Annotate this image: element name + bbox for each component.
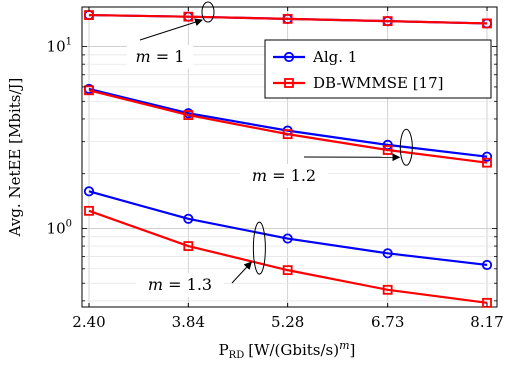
x-tick-label: 2.40 [72,313,105,331]
y-tick-label: 100 [47,218,72,237]
annotation-label: m = 1 [136,47,185,66]
x-tick-label: 8.17 [470,313,503,331]
legend-label: Alg. 1 [312,48,357,66]
x-axis-label-main: P [219,341,229,359]
x-axis-label-rest: [W/(Gbits/s) [248,341,339,359]
annotation-0: m = 1 [127,2,214,69]
annotation-arrow [140,20,202,40]
x-tick-label: 3.84 [172,313,205,331]
x-axis-label: PRD[W/(Gbits/s)m] [219,339,356,361]
x-axis-label-close: ] [350,341,356,359]
annotation-oval [202,2,214,22]
x-tick-label: 5.28 [271,313,304,331]
legend-label: DB-WMMSE [17] [313,74,444,92]
legend: Alg. 1 DB-WMMSE [17] [265,40,491,98]
annotation-arrow [232,262,251,283]
annotation-oval [253,222,265,274]
x-axis-label-sub: RD [229,350,245,361]
x-axis-label-sup: m [339,339,349,352]
y-axis-label: Avg. NetEE [Mbits/J] [6,78,24,238]
x-tick-label: 6.73 [371,313,404,331]
annotation-label: m = 1.3 [148,275,212,294]
annotation-label: m = 1.2 [252,166,316,185]
y-tick-label: 101 [47,37,72,56]
annotation-1: m = 1.2 [240,129,412,188]
